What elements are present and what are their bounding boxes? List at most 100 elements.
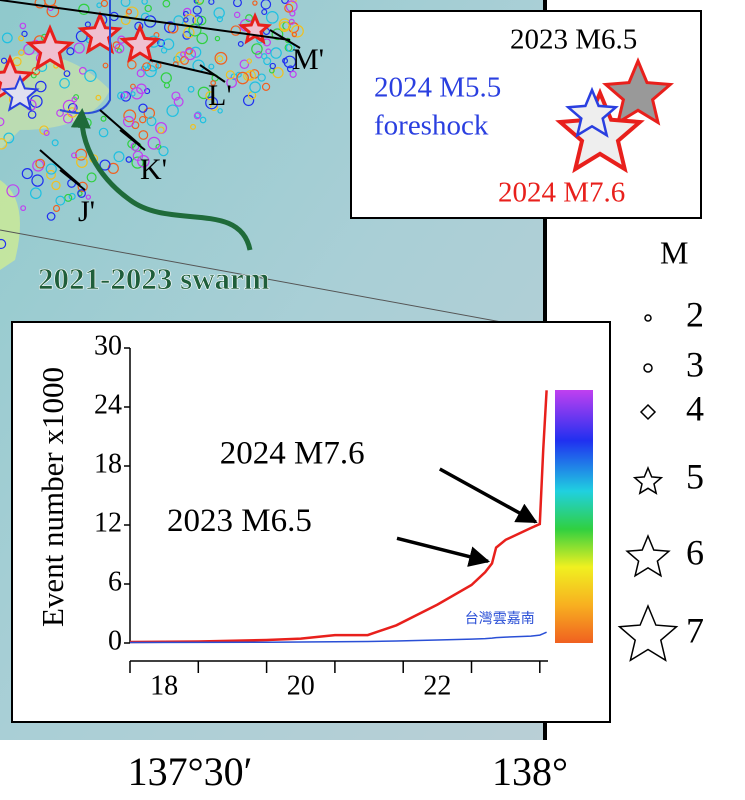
event-marker [216, 55, 224, 63]
event-marker [130, 91, 136, 97]
event-marker [6, 184, 20, 198]
event-marker [166, 104, 179, 117]
event-marker [289, 10, 296, 17]
event-marker [68, 192, 76, 200]
event-marker [208, 0, 215, 5]
event-marker [261, 82, 271, 91]
legend-text: 2023 M6.5 [510, 24, 637, 56]
event-marker [209, 102, 218, 111]
annotation-arrow [438, 467, 538, 524]
event-marker [29, 95, 43, 108]
event-marker [199, 116, 207, 124]
legend-label: 5 [686, 456, 704, 496]
legend-label: 4 [686, 388, 704, 428]
legend-text: 2024 M7.6 [498, 177, 625, 209]
event-marker [245, 14, 254, 23]
event-marker [173, 96, 184, 107]
profile-label: J' [78, 195, 95, 228]
event-marker [183, 17, 189, 23]
event-marker [18, 35, 25, 42]
event-marker [71, 96, 78, 103]
event-marker [269, 62, 276, 70]
profile-label: K' [140, 153, 167, 186]
event-marker [0, 117, 5, 127]
event-marker [249, 81, 261, 94]
event-marker [196, 32, 208, 45]
event-marker [113, 151, 125, 163]
event-marker [121, 91, 129, 99]
event-marker [98, 127, 109, 138]
event-marker [236, 71, 249, 85]
event-marker [85, 194, 91, 200]
legend-label: 2 [686, 294, 704, 334]
event-marker [281, 0, 289, 5]
event-marker [21, 168, 33, 180]
event-marker [34, 0, 46, 9]
annotation-arrow [396, 536, 491, 567]
legend-text: 2024 M5.5 [374, 72, 501, 104]
event-marker [284, 3, 294, 13]
event-marker [56, 109, 64, 117]
event-marker [197, 86, 211, 100]
event-marker [117, 91, 126, 100]
event-marker [233, 0, 242, 8]
event-marker [251, 43, 263, 55]
event-marker [35, 80, 47, 93]
event-star [0, 74, 40, 112]
y-tick-label: 18 [94, 448, 122, 479]
event-marker [291, 31, 298, 38]
event-marker [46, 212, 56, 221]
y-tick-label: 0 [108, 625, 122, 656]
event-marker [43, 129, 50, 136]
event-marker [84, 69, 97, 82]
event-marker [125, 8, 132, 15]
x-tick-label: 20 [287, 670, 315, 701]
event-marker [190, 46, 202, 58]
event-marker [235, 71, 242, 78]
event-marker [52, 204, 61, 212]
event-marker [195, 0, 205, 5]
colorbar [555, 390, 593, 643]
event-marker [78, 66, 87, 75]
event-marker [233, 11, 241, 19]
event-marker [184, 48, 197, 61]
event-marker [217, 108, 223, 114]
event-marker [99, 159, 111, 171]
event-marker [163, 21, 176, 34]
event-marker [205, 96, 219, 110]
event-marker [190, 123, 196, 130]
profile-lines [0, 0, 301, 191]
event-marker [288, 18, 295, 25]
legend-label: 3 [686, 344, 704, 384]
event-marker [102, 62, 109, 69]
event-marker [127, 59, 137, 70]
event-marker [290, 0, 297, 4]
event-marker [265, 11, 279, 24]
event-marker [20, 205, 27, 212]
event-marker [0, 138, 8, 150]
event-marker [51, 139, 59, 147]
event-star [25, 24, 75, 71]
event-marker [263, 57, 272, 66]
event-marker [162, 0, 171, 8]
event-marker [283, 55, 297, 69]
series-label: 台灣雲嘉南 [465, 611, 535, 627]
size-symbol [625, 534, 671, 578]
event-marker [51, 180, 61, 191]
event-marker [77, 181, 88, 192]
event-marker [214, 51, 228, 65]
longitude-label: 138° [492, 749, 568, 794]
event-marker [182, 30, 192, 40]
event-marker [120, 15, 131, 26]
event-marker [291, 24, 304, 38]
size-symbol [644, 314, 652, 322]
event-marker [162, 38, 175, 51]
series-line [129, 631, 547, 644]
event-marker [144, 4, 152, 13]
event-marker [71, 152, 78, 159]
event-marker [0, 57, 8, 64]
y-tick-label: 24 [94, 389, 122, 420]
event-marker [142, 62, 152, 72]
event-marker [29, 187, 42, 200]
event-marker [77, 189, 86, 198]
